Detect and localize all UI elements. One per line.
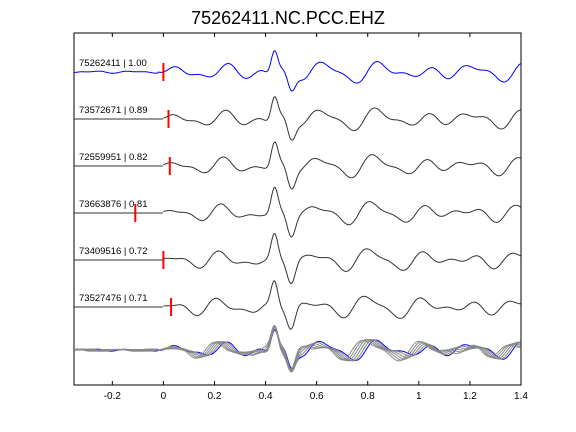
x-tick-label: 1 bbox=[416, 391, 422, 402]
x-tick-label: 0 bbox=[161, 391, 167, 402]
x-tick-label: 0.6 bbox=[310, 391, 324, 402]
trace-line-0 bbox=[163, 50, 521, 92]
stack-trace-2 bbox=[74, 326, 521, 373]
stack-trace-5 bbox=[74, 325, 521, 371]
trace-label-0: 75262411 | 1.00 bbox=[79, 58, 147, 69]
trace-label-2: 72559951 | 0.82 bbox=[79, 152, 148, 163]
trace-labels: 75262411 | 1.00 73572671 | 0.89 72559951 |… bbox=[79, 58, 148, 304]
trace-label-1: 73572671 | 0.89 bbox=[79, 105, 148, 116]
trace-line-5 bbox=[163, 280, 521, 330]
x-tick-label: -0.2 bbox=[104, 391, 122, 402]
trace-line-1 bbox=[163, 96, 521, 141]
x-tick-label: 0.2 bbox=[208, 391, 222, 402]
trace-line-pre-0 bbox=[73, 70, 164, 74]
x-tick-label: 1.4 bbox=[514, 391, 528, 402]
trace-line-4 bbox=[163, 232, 521, 285]
x-tick-label: 0.4 bbox=[259, 391, 273, 402]
x-tick-label: 1.2 bbox=[463, 391, 477, 402]
x-axis: -0.2 0 0.2 0.4 0.6 0.8 1 1.2 1.4 bbox=[104, 33, 528, 402]
trace-line-2 bbox=[163, 141, 521, 190]
trace-label-3: 73663876 | 0.81 bbox=[79, 199, 148, 210]
waveform-traces bbox=[73, 50, 521, 330]
trace-label-5: 73527476 | 0.71 bbox=[79, 293, 148, 304]
pick-markers bbox=[134, 63, 173, 316]
overlay-stack bbox=[73, 325, 521, 373]
x-tick-label: 0.8 bbox=[361, 391, 375, 402]
plot-area bbox=[73, 32, 522, 386]
trace-label-4: 73409516 | 0.72 bbox=[79, 246, 148, 257]
trace-line-3 bbox=[163, 186, 521, 238]
chart-title: 75262411.NC.PCC.EHZ bbox=[191, 8, 385, 28]
